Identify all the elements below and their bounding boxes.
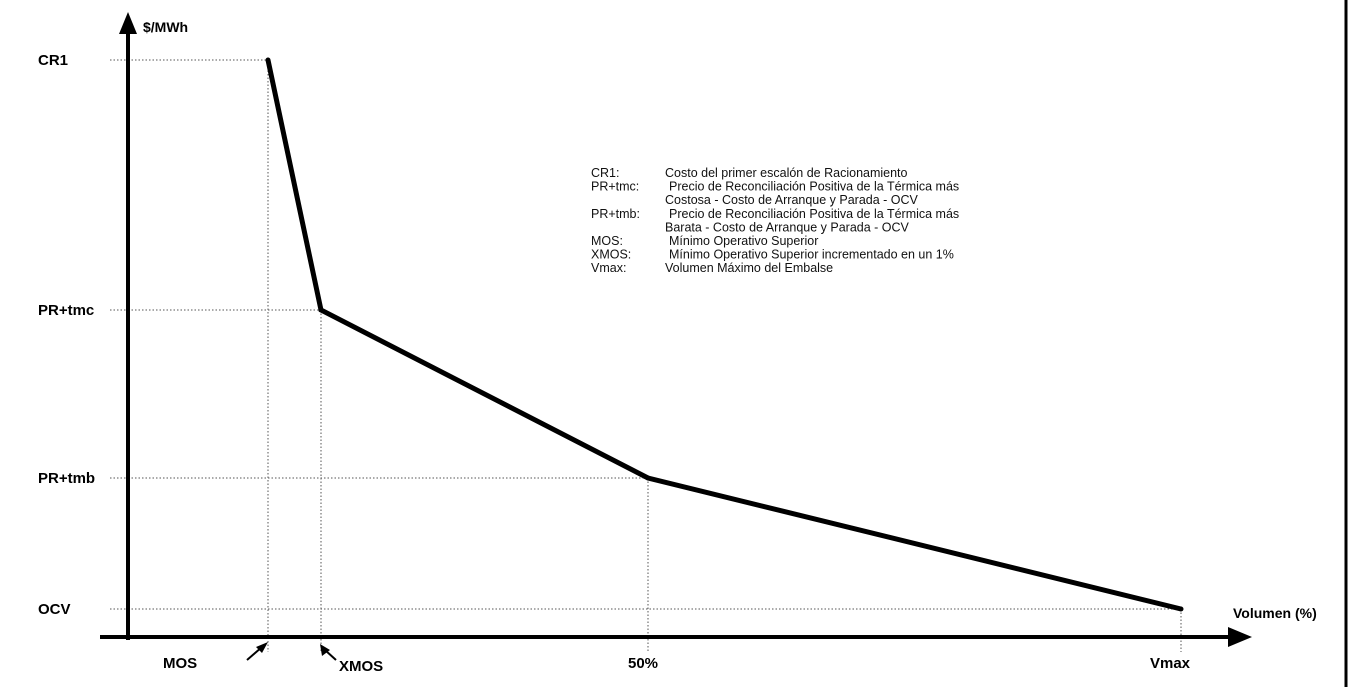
legend-key-cr1: CR1: xyxy=(591,166,619,180)
y-tick-labels: OCV PR+tmb PR+tmc CR1 xyxy=(38,52,95,618)
data-point-xmos xyxy=(318,307,324,313)
legend-desc-vmax-1: Volumen Máximo del Embalse xyxy=(665,261,833,275)
x-axis-title: Volumen (%) xyxy=(1233,605,1317,621)
pointer-arrows xyxy=(246,642,337,661)
y-axis-title: $/MWh xyxy=(143,19,188,35)
legend-key-mos: MOS: xyxy=(591,234,623,248)
legend-desc-xmos-1: Mínimo Operativo Superior incrementado e… xyxy=(669,248,954,262)
y-tick-label-ocv: OCV xyxy=(38,601,71,618)
legend-key-xmos: XMOS: xyxy=(591,248,631,262)
legend-desc-mos-1: Mínimo Operativo Superior xyxy=(669,234,818,248)
axes: $/MWh Volumen (%) xyxy=(100,12,1317,647)
data-point-mos xyxy=(265,57,271,63)
legend-key-pr-tmc: PR+tmc: xyxy=(591,180,639,194)
guide-lines xyxy=(110,59,1182,652)
series-layer xyxy=(265,57,1184,612)
legend-desc-cr1-1: Costo del primer escalón de Racionamient… xyxy=(665,166,908,180)
x-tick-label-mos: MOS xyxy=(163,655,197,672)
x-tick-label-vmax: Vmax xyxy=(1150,655,1191,672)
data-point-50 xyxy=(645,475,651,481)
xmos-pointer-arrow-icon xyxy=(320,644,337,661)
legend-key-pr-tmb: PR+tmb: xyxy=(591,207,640,221)
legend-desc-pr-tmc-1: Precio de Reconciliación Positiva de la … xyxy=(669,180,959,194)
legend-desc-pr-tmb-2: Barata - Costo de Arranque y Parada - OC… xyxy=(665,220,910,234)
series-line xyxy=(265,59,1182,612)
x-tick-label-50: 50% xyxy=(628,655,658,672)
legend: CR1: Costo del primer escalón de Racionam… xyxy=(591,166,959,275)
x-tick-label-xmos: XMOS xyxy=(339,658,383,675)
y-tick-label-pr-tmc: PR+tmc xyxy=(38,302,94,319)
x-tick-labels: MOS XMOS 50% Vmax xyxy=(163,655,1191,675)
y-axis-arrow-icon xyxy=(119,12,137,34)
legend-key-vmax: Vmax: xyxy=(591,261,626,275)
mos-pointer-arrow-icon xyxy=(246,642,268,661)
legend-desc-pr-tmb-1: Precio de Reconciliación Positiva de la … xyxy=(669,207,959,221)
data-point-vmax xyxy=(1178,606,1184,612)
y-tick-label-pr-tmb: PR+tmb xyxy=(38,470,95,487)
legend-desc-pr-tmc-2: Costosa - Costo de Arranque y Parada - O… xyxy=(665,193,919,207)
y-tick-label-cr1: CR1 xyxy=(38,52,68,69)
x-axis-arrow-icon xyxy=(1228,627,1252,647)
